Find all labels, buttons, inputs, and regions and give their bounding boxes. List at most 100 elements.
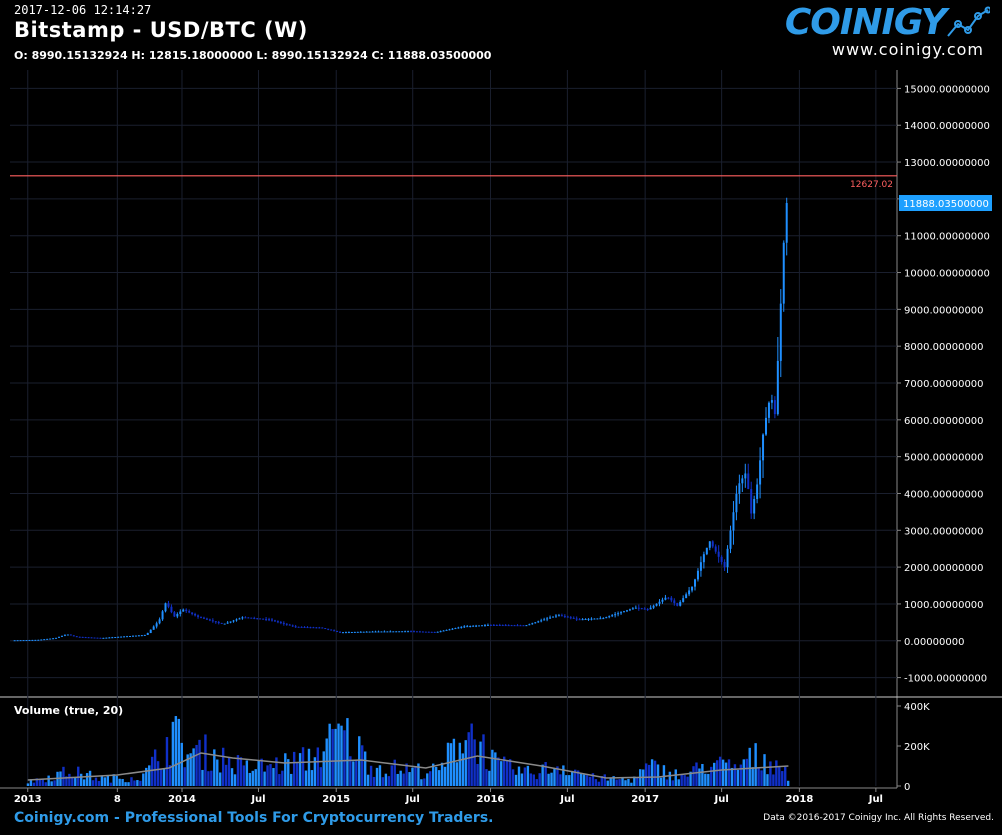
price-candle [395, 631, 398, 633]
price-candle [738, 483, 741, 494]
price-candle [312, 627, 315, 629]
price-tick-label: 15000.00000000 [904, 84, 990, 95]
price-candle [223, 623, 226, 625]
volume-bar [541, 764, 544, 786]
volume-bar [751, 767, 754, 786]
volume-bar [618, 779, 621, 786]
price-candle [90, 637, 93, 639]
price-candle [306, 627, 309, 629]
volume-bar [334, 728, 337, 786]
price-candle [288, 624, 291, 626]
volume-bar [517, 766, 521, 786]
price-candle [220, 622, 223, 624]
volume-bar [177, 718, 181, 786]
price-tick-label: 10000.00000000 [904, 269, 990, 280]
price-candle [448, 629, 451, 631]
price-candle [356, 631, 359, 633]
price-candle [418, 631, 421, 633]
volume-bar [461, 753, 464, 786]
volume-bar [361, 745, 364, 786]
volume-bar [704, 773, 707, 786]
price-candle [182, 609, 185, 612]
price-candle [214, 621, 217, 623]
volume-bar [482, 734, 485, 786]
volume-bar [781, 771, 784, 786]
volume-bar [115, 775, 118, 786]
price-candle [374, 631, 377, 633]
time-tick-label: Jul [559, 794, 574, 805]
volume-bar [485, 769, 488, 786]
volume-bar [695, 762, 698, 786]
volume-bar [88, 770, 92, 786]
time-tick-label: 2018 [785, 794, 813, 805]
price-candle [587, 618, 590, 620]
volume-bar [396, 773, 399, 786]
price-candle [714, 546, 717, 552]
volume-bar [713, 762, 716, 786]
volume-bar [82, 779, 86, 786]
volume-bar [121, 778, 124, 786]
price-candle [134, 635, 137, 637]
price-candle [498, 625, 501, 627]
price-candle [191, 612, 194, 614]
volume-bar [322, 751, 325, 786]
volume-bar [662, 765, 666, 786]
price-candle [238, 618, 241, 620]
price-candle [69, 634, 72, 636]
volume-bar [304, 770, 308, 786]
volume-bar [606, 780, 609, 786]
price-candle [330, 629, 333, 631]
time-tick-label: 2017 [631, 794, 659, 805]
footer-tagline[interactable]: Coinigy.com - Professional Tools For Cry… [14, 810, 494, 826]
price-candle [353, 631, 356, 633]
volume-bar [550, 772, 553, 786]
price-candle [507, 625, 510, 627]
volume-tick-label: 0 [904, 782, 910, 793]
volume-bar [272, 768, 275, 786]
volume-bar [150, 756, 154, 786]
price-candle [392, 631, 395, 633]
price-candle [16, 640, 19, 642]
volume-bar [588, 776, 592, 786]
price-candle [670, 597, 673, 601]
volume-bar [721, 759, 725, 786]
volume-bar [366, 774, 370, 786]
price-candle [504, 625, 507, 627]
price-candle [640, 608, 643, 610]
price-candle [699, 562, 702, 571]
volume-bar [582, 774, 586, 786]
volume-bar [50, 781, 53, 786]
price-candle [457, 627, 460, 629]
price-candle [759, 460, 762, 485]
price-candle [430, 631, 433, 633]
price-candle [735, 493, 738, 513]
price-tick-label: 13000.00000000 [904, 158, 990, 169]
price-candle [534, 622, 537, 624]
price-candle [773, 400, 776, 415]
volume-bar [491, 749, 494, 786]
volume-bar [724, 762, 728, 786]
volume-bar [763, 754, 766, 786]
price-candle [256, 618, 259, 620]
volume-bar [420, 779, 423, 786]
volume-bar [766, 774, 769, 786]
volume-bar [568, 775, 571, 786]
volume-bar [523, 767, 527, 786]
volume-bar [443, 766, 447, 786]
volume-bar [500, 761, 503, 786]
time-tick-label: Jul [405, 794, 420, 805]
chart-title: Bitstamp - USD/BTC (W) [14, 18, 308, 42]
price-level-label: 12627.02 [850, 180, 893, 190]
logo-url[interactable]: www.coinigy.com [831, 40, 984, 59]
volume-bar [636, 777, 639, 786]
price-candle [205, 618, 208, 620]
volume-bar [358, 736, 361, 786]
timestamp: 2017-12-06 12:14:27 [14, 3, 152, 17]
volume-ma-line [27, 752, 789, 781]
price-candle [347, 632, 350, 634]
ohlc-readout: O: 8990.15132924 H: 12815.18000000 L: 89… [14, 49, 492, 62]
price-candle [584, 619, 587, 621]
volume-bar [668, 771, 672, 786]
volume-bar [112, 774, 115, 786]
